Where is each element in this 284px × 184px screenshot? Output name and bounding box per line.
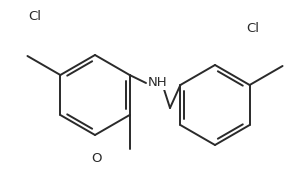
Text: NH: NH <box>148 77 168 89</box>
Text: O: O <box>91 151 101 164</box>
Text: Cl: Cl <box>28 10 41 22</box>
Text: Cl: Cl <box>246 22 259 35</box>
